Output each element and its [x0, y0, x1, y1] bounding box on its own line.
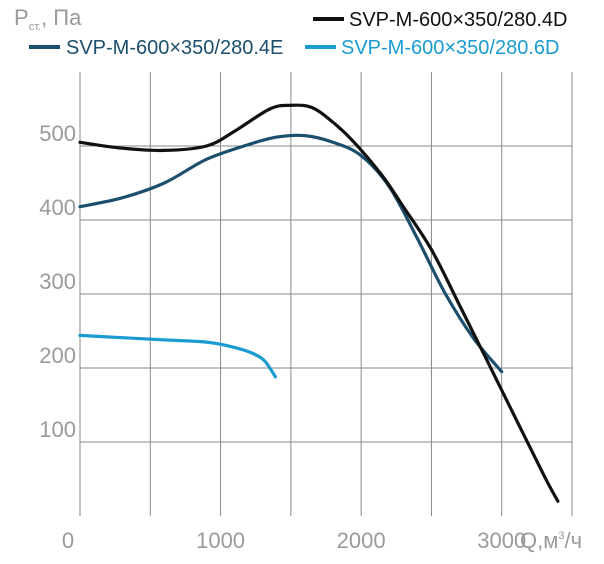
y-tick-label-100: 100: [39, 417, 76, 442]
y-tick-label-400: 400: [39, 195, 76, 220]
y-tick-label-200: 200: [39, 343, 76, 368]
y-axis-title: Pст., Па: [14, 5, 82, 33]
legend-item-4e: SVP-M-600×350/280.4E: [29, 37, 283, 59]
x-tick-label-1000: 1000: [196, 528, 245, 553]
series-line-4e: [78, 133, 504, 374]
legend-label-4d: SVP-M-600×350/280.4D: [349, 9, 567, 31]
x-tick-labels: 0 1000 2000 3000: [62, 528, 526, 553]
series-line-6d: [78, 333, 277, 379]
x-tick-label-2000: 2000: [337, 528, 386, 553]
y-axis-title-main: P: [14, 5, 29, 30]
legend-item-6d: SVP-M-600×350/280.6D: [305, 37, 559, 59]
x-axis-title-main: Q,м: [520, 528, 558, 553]
x-axis-title-sup: 3: [558, 530, 564, 542]
y-tick-labels: 100 200 300 400 500: [39, 121, 76, 442]
legend-item-4d: SVP-M-600×350/280.4D: [313, 9, 567, 31]
y-axis-title-sub: ст.: [29, 21, 41, 33]
legend-label-6d: SVP-M-600×350/280.6D: [341, 37, 559, 59]
series-lines: [78, 103, 560, 503]
x-tick-label-3000: 3000: [477, 528, 526, 553]
horizontal-grid-lines: [80, 145, 572, 443]
legend: SVP-M-600×350/280.4D SVP-M-600×350/280.4…: [29, 9, 567, 59]
x-axis-title-unit: /ч: [564, 528, 582, 553]
series-line-4d: [78, 103, 560, 503]
x-tick-label-0: 0: [62, 528, 74, 553]
x-axis-title: Q,м3/ч: [520, 528, 582, 553]
y-axis-title-unit: , Па: [41, 5, 82, 30]
legend-label-4e: SVP-M-600×350/280.4E: [66, 37, 283, 59]
y-tick-label-500: 500: [39, 121, 76, 146]
y-tick-label-300: 300: [39, 269, 76, 294]
